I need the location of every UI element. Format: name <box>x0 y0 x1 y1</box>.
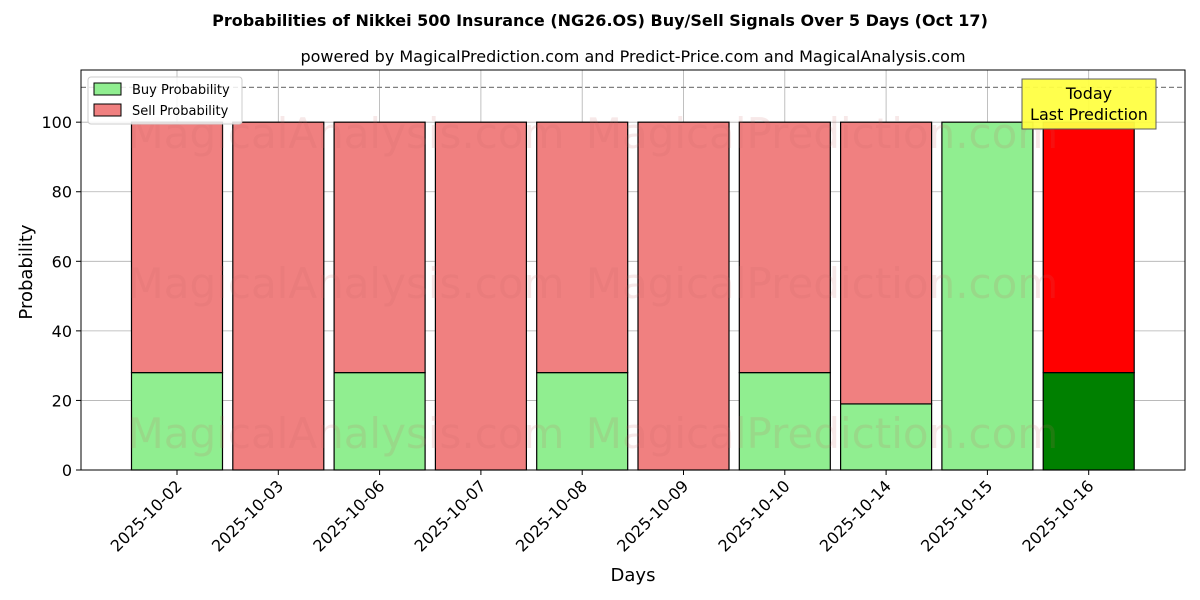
x-tick-label: 2025-10-06 <box>309 476 388 555</box>
y-tick-label: 20 <box>52 391 72 410</box>
x-tick-label: 2025-10-15 <box>917 476 996 555</box>
buy-bar <box>1042 372 1135 471</box>
buy-bar <box>941 121 1034 471</box>
legend: Buy Probability Sell Probability <box>87 76 243 125</box>
x-tick-label: 2025-10-14 <box>816 476 895 555</box>
sell-bar <box>839 121 933 405</box>
today-annotation: Today Last Prediction <box>1021 78 1157 130</box>
y-tick-label: 100 <box>41 113 72 132</box>
sell-bar <box>333 121 426 374</box>
legend-swatch-sell <box>93 103 122 117</box>
buy-bar <box>536 372 629 471</box>
y-tick-label: 0 <box>62 461 72 480</box>
annotation-line2: Last Prediction <box>1030 105 1148 124</box>
watermark-text: MagicalAnalysis.com <box>128 259 565 308</box>
annotation-line1: Today <box>1065 84 1112 103</box>
y-tick-label: 40 <box>52 322 72 341</box>
sell-bar <box>637 121 730 471</box>
x-tick-label: 2025-10-02 <box>107 476 186 555</box>
sell-bar <box>1042 121 1135 374</box>
legend-swatch-buy <box>93 82 122 96</box>
x-tick-label: 2025-10-10 <box>714 476 793 555</box>
sell-bar <box>536 121 629 374</box>
legend-label-sell: Sell Probability <box>132 104 229 119</box>
x-tick-label: 2025-10-16 <box>1018 476 1097 555</box>
x-tick-label: 2025-10-07 <box>411 476 490 555</box>
watermark-text: MagicalPrediction.com <box>586 409 1059 458</box>
x-axis-label: Days <box>611 565 656 586</box>
sell-bar <box>738 121 831 374</box>
plot-area: MagicalAnalysis.com MagicalPrediction.com… <box>41 69 1186 556</box>
chart-subtitle: powered by MagicalPrediction.com and Pre… <box>300 47 965 66</box>
legend-box <box>87 76 243 125</box>
y-tick-label: 80 <box>52 183 72 202</box>
sell-bar <box>130 121 224 374</box>
x-tick-label: 2025-10-08 <box>512 476 591 555</box>
watermark-text: MagicalPrediction.com <box>586 259 1059 308</box>
legend-label-buy: Buy Probability <box>132 83 230 98</box>
chart-title: Probabilities of Nikkei 500 Insurance (N… <box>212 11 988 30</box>
x-tick-label: 2025-10-03 <box>208 476 287 555</box>
x-tick-label: 2025-10-09 <box>613 476 692 555</box>
watermark-text: MagicalPrediction.com <box>586 109 1059 158</box>
y-axis-label: Probability <box>16 224 37 319</box>
annotation-box <box>1021 78 1157 130</box>
watermark-text: MagicalAnalysis.com <box>128 409 565 458</box>
plot-frame <box>80 69 1186 471</box>
y-tick-label: 60 <box>52 252 72 271</box>
sell-bar <box>434 121 527 471</box>
